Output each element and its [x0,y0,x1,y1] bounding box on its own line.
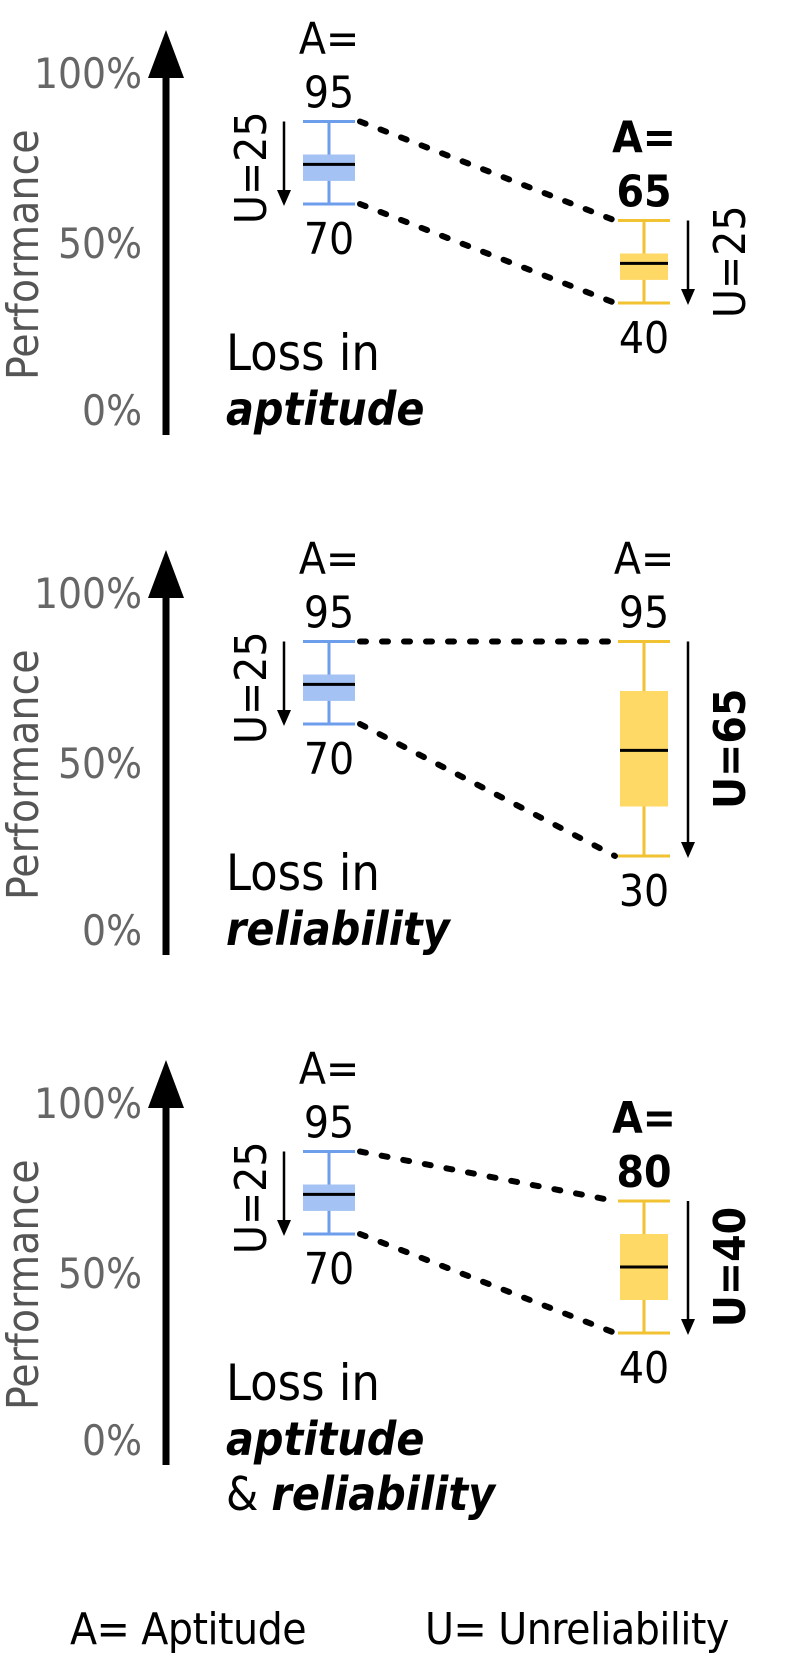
left-low-value: 70 [304,214,354,265]
axis-label: Performance [0,129,49,380]
caption-ampersand: & [226,1467,271,1521]
axis-tick-label: 100% [34,49,142,98]
panel-2: Performance100%50%0%A=9570U=25A=9530U=65… [0,534,756,957]
axis-tick-label: 50% [58,1249,142,1298]
left-aptitude-value: 95 [304,1098,354,1149]
right-unreliability-label: U=65 [705,689,756,809]
axis-tick-label: 50% [58,739,142,788]
axis-tick-label: 50% [58,219,142,268]
left-low-value: 70 [304,1244,354,1295]
arrow-down-icon [277,710,291,726]
axis-tick-label: 0% [82,906,142,955]
arrow-down-icon [681,289,695,305]
connector-bottom [357,201,618,306]
box-iqr [303,674,355,701]
right-low-value: 40 [619,313,669,364]
arrow-down-icon [681,842,695,858]
left-unreliability-label: U=25 [226,111,277,224]
axis-label: Performance [0,649,49,900]
caption-line-2: aptitude [226,1412,424,1466]
caption-line-3: & reliability [226,1467,497,1521]
left-aptitude-value: 95 [304,68,354,119]
right-aptitude-value: 95 [619,588,669,639]
right-unreliability-label: U=25 [705,205,756,318]
right-aptitude-label: A= [612,113,676,164]
left-unreliability-label: U=25 [226,631,277,744]
box-iqr [620,253,668,280]
caption-line-1: Loss in [226,324,380,382]
caption-line-1: Loss in [226,1354,380,1412]
left-aptitude-value: 95 [304,588,354,639]
box-iqr [620,691,668,807]
left-low-value: 70 [304,734,354,785]
box-iqr [303,154,355,181]
left-aptitude-label: A= [299,534,359,585]
legend-unreliability: U= Unreliability [425,1604,729,1655]
caption-line-2: reliability [226,902,452,956]
caption-line-2: aptitude [226,382,424,436]
right-boxplot [618,640,670,858]
axis-tick-label: 100% [34,569,142,618]
axis-label: Performance [0,1159,49,1410]
right-aptitude-label: A= [614,534,674,585]
arrow-down-icon [277,190,291,206]
connector-bottom [357,721,618,859]
axis-tick-label: 0% [82,386,142,435]
right-aptitude-label: A= [612,1093,676,1144]
axis-arrowhead-icon [148,30,184,78]
axis-arrowhead-icon [148,1060,184,1108]
left-aptitude-label: A= [299,1044,359,1095]
connector-top [357,1148,618,1204]
connector-bottom [357,1231,618,1336]
axis-tick-label: 100% [34,1079,142,1128]
legend-aptitude: A= Aptitude [70,1604,307,1655]
panel-3: Performance100%50%0%A=9570U=25A=8040U=40… [0,1044,756,1522]
right-unreliability-label: U=40 [705,1207,756,1327]
left-boxplot [303,640,355,726]
left-unreliability-label: U=25 [226,1141,277,1254]
right-low-value: 40 [619,1343,669,1394]
caption-reliability: reliability [271,1467,497,1521]
right-aptitude-value: 65 [616,167,671,218]
right-boxplot [618,219,670,305]
right-boxplot [618,1199,670,1335]
axis-arrowhead-icon [148,550,184,598]
left-boxplot [303,1150,355,1236]
left-boxplot [303,120,355,206]
arrow-down-icon [277,1220,291,1236]
box-iqr [303,1184,355,1211]
arrow-down-icon [681,1319,695,1335]
axis-tick-label: 0% [82,1416,142,1465]
right-aptitude-value: 80 [616,1147,671,1198]
connector-top [357,118,618,224]
left-aptitude-label: A= [299,14,359,65]
right-low-value: 30 [619,866,669,917]
caption-line-1: Loss in [226,844,380,902]
